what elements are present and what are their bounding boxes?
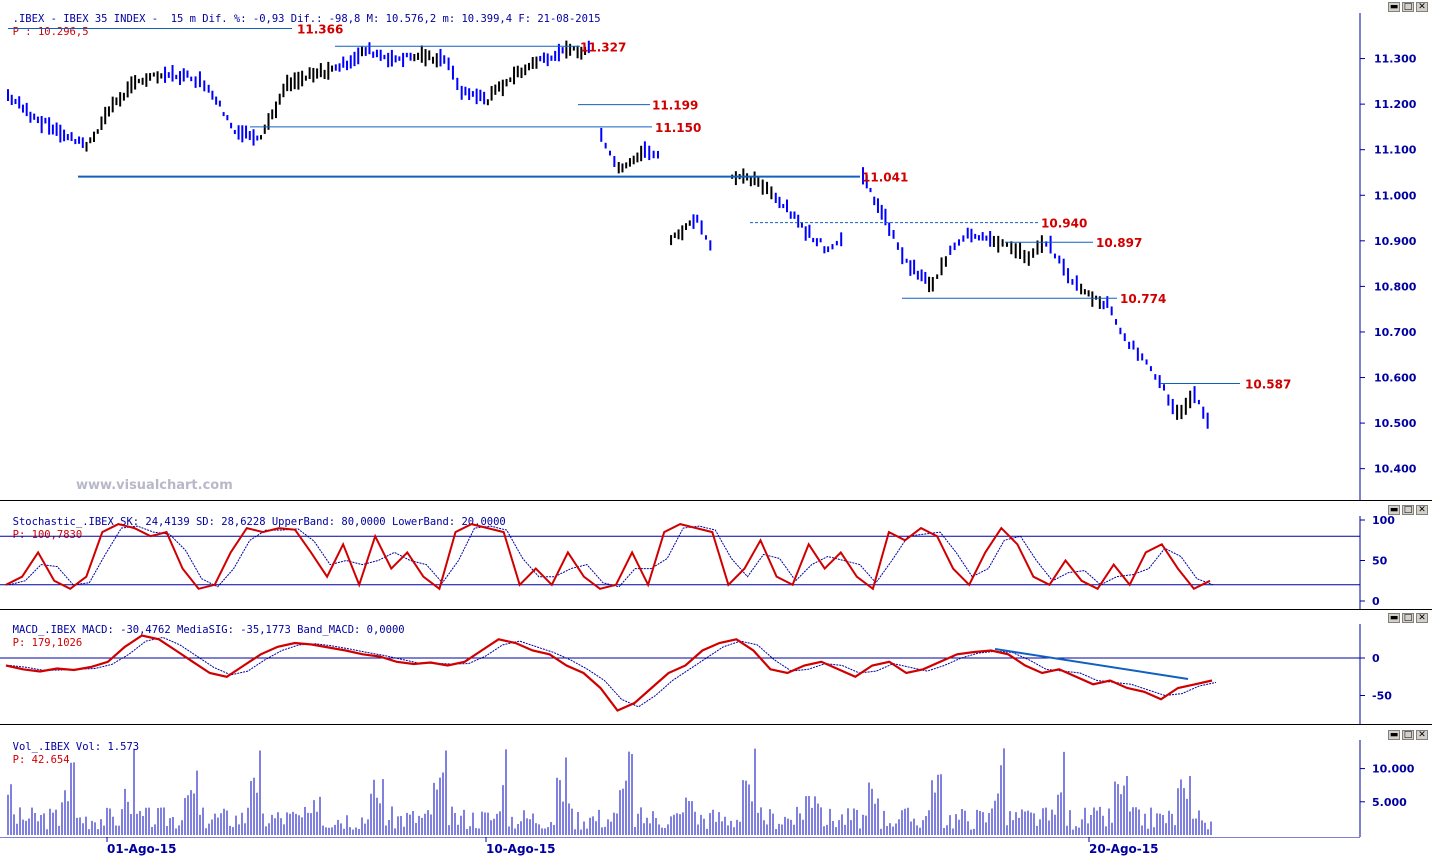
- stochastic-chart[interactable]: 100 50 0: [0, 516, 1432, 609]
- close-icon[interactable]: ✕: [1416, 730, 1428, 740]
- watermark: www.visualchart.com: [76, 478, 233, 493]
- level-label: 11.041: [862, 171, 908, 185]
- y-tick-label: 10.700: [1374, 326, 1417, 339]
- time-axis: 01-Ago-15 10-Ago-15 20-Ago-15: [0, 837, 1360, 856]
- y-tick-label: 10.500: [1374, 417, 1417, 430]
- y-tick-label: -50: [1372, 690, 1392, 703]
- vol-pane-header: Vol_.IBEX Vol: 1.573 P: 42.654: [0, 728, 139, 766]
- y-tick-label: 11.300: [1374, 53, 1417, 66]
- y-tick-label: 5.000: [1372, 796, 1407, 809]
- minimize-icon[interactable]: ▬: [1388, 2, 1400, 12]
- macd-pane-header: MACD_.IBEX MACD: -30,4762 MediaSIG: -35,…: [0, 611, 405, 649]
- y-tick-label: 50: [1372, 555, 1388, 568]
- y-tick-label: 10.800: [1374, 280, 1417, 293]
- pane-separator[interactable]: [0, 609, 1432, 610]
- close-icon[interactable]: ✕: [1416, 505, 1428, 515]
- volume-chart[interactable]: 10.000 5.000: [0, 740, 1432, 837]
- y-tick-label: 0: [1372, 652, 1380, 665]
- stoch-window-controls: ▬ □ ✕: [1388, 505, 1428, 515]
- level-label: 10.587: [1245, 377, 1291, 391]
- level-label: 10.774: [1120, 292, 1166, 306]
- level-label: 10.940: [1041, 217, 1087, 231]
- y-tick-label: 11.200: [1374, 98, 1417, 111]
- vol-header-text: Vol_.IBEX Vol: 1.573: [12, 741, 140, 753]
- macd-header-price: P: 179,1026: [12, 637, 83, 649]
- main-header-price: P : 10.296,5: [12, 26, 89, 38]
- level-label: 11.150: [655, 121, 701, 135]
- y-tick-label: 100: [1372, 516, 1395, 527]
- y-tick-label: 11.000: [1374, 189, 1417, 202]
- minimize-icon[interactable]: ▬: [1388, 613, 1400, 623]
- vol-header-price: P: 42.654: [12, 754, 70, 766]
- main-window-controls: ▬ □ ✕: [1388, 2, 1428, 12]
- level-label: 11.366: [297, 22, 343, 36]
- main-pane-header: .IBEX - IBEX 35 INDEX - 15 m Dif. %: -0,…: [0, 0, 601, 38]
- minimize-icon[interactable]: ▬: [1388, 505, 1400, 515]
- y-tick-label: 0: [1372, 595, 1380, 608]
- x-tick-label: 10-Ago-15: [486, 842, 555, 856]
- level-label: 10.897: [1096, 236, 1142, 250]
- close-icon[interactable]: ✕: [1416, 613, 1428, 623]
- level-label: 11.199: [652, 99, 698, 113]
- macd-window-controls: ▬ □ ✕: [1388, 613, 1428, 623]
- stoch-pane-header: Stochastic_.IBEX SK: 24,4139 SD: 28,6228…: [0, 503, 506, 541]
- stoch-header-price: P: 100,7830: [12, 529, 83, 541]
- y-tick-label: 11.100: [1374, 144, 1417, 157]
- y-tick-label: 10.400: [1374, 463, 1417, 476]
- sk-line: [5, 523, 1211, 591]
- macd-line: [5, 634, 1213, 712]
- trend-line: [994, 648, 1189, 680]
- pane-separator[interactable]: [0, 500, 1432, 501]
- maximize-icon[interactable]: □: [1402, 613, 1414, 623]
- x-tick-label: 20-Ago-15: [1089, 842, 1158, 856]
- minimize-icon[interactable]: ▬: [1388, 730, 1400, 740]
- signal-line: [9, 636, 1217, 708]
- vol-window-controls: ▬ □ ✕: [1388, 730, 1428, 740]
- main-header-text: .IBEX - IBEX 35 INDEX - 15 m Dif. %: -0,…: [12, 13, 601, 25]
- macd-header-text: MACD_.IBEX MACD: -30,4762 MediaSIG: -35,…: [12, 624, 405, 636]
- level-label: 11.327: [580, 40, 626, 54]
- close-icon[interactable]: ✕: [1416, 2, 1428, 12]
- maximize-icon[interactable]: □: [1402, 2, 1414, 12]
- maximize-icon[interactable]: □: [1402, 505, 1414, 515]
- y-tick-label: 10.600: [1374, 372, 1417, 385]
- maximize-icon[interactable]: □: [1402, 730, 1414, 740]
- y-tick-label: 10.900: [1374, 235, 1417, 248]
- x-tick-label: 01-Ago-15: [107, 842, 176, 856]
- macd-chart[interactable]: 0 -50: [0, 624, 1432, 724]
- price-chart[interactable]: 11.300 11.200 11.100 11.000 10.900 10.800 10.7…: [0, 13, 1432, 500]
- stoch-header-text: Stochastic_.IBEX SK: 24,4139 SD: 28,6228…: [12, 516, 506, 528]
- pane-separator[interactable]: [0, 724, 1432, 725]
- y-tick-label: 10.000: [1372, 763, 1415, 776]
